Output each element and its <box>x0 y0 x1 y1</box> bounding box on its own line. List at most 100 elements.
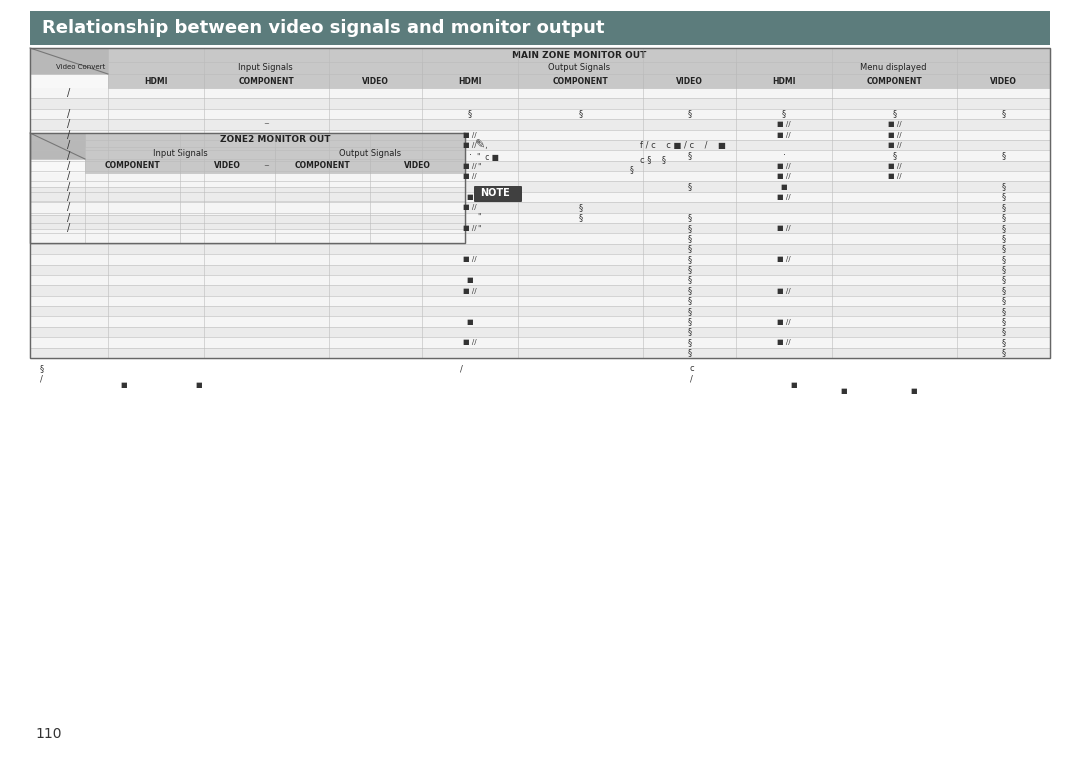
Text: §: § <box>892 151 896 160</box>
Text: §: § <box>688 266 691 274</box>
Bar <box>643 74 735 88</box>
Text: §: § <box>1001 244 1005 253</box>
Text: Video Convert: Video Convert <box>56 64 105 70</box>
Text: §: § <box>1001 151 1005 160</box>
Text: ■: ■ <box>840 388 847 394</box>
Text: /: / <box>460 364 463 373</box>
Text: /: / <box>67 182 70 192</box>
Bar <box>30 223 1050 233</box>
Bar <box>832 74 957 88</box>
Text: ": " <box>477 213 481 222</box>
Text: §: § <box>1001 203 1005 212</box>
Text: §: § <box>1001 307 1005 316</box>
Text: ~: ~ <box>264 121 270 127</box>
Bar <box>30 98 1050 109</box>
Text: "  c ■: " c ■ <box>477 153 499 162</box>
Text: ": " <box>477 225 481 234</box>
Text: §: § <box>688 234 691 243</box>
Text: ■ //: ■ // <box>778 340 791 346</box>
Text: ■ //: ■ // <box>778 121 791 127</box>
Bar <box>108 62 422 74</box>
Bar <box>30 327 1050 337</box>
Bar <box>422 62 735 74</box>
Bar <box>275 159 370 173</box>
Text: ■ //: ■ // <box>888 121 902 127</box>
Bar <box>30 275 1050 285</box>
Text: ■ //: ■ // <box>463 163 477 169</box>
Text: 110: 110 <box>35 727 62 741</box>
Text: /: / <box>67 202 70 212</box>
Text: ■ //: ■ // <box>778 173 791 179</box>
Text: ■: ■ <box>467 194 473 200</box>
Bar <box>275 147 465 159</box>
Bar <box>30 150 1050 161</box>
Text: /: / <box>67 119 70 130</box>
Text: ■ //: ■ // <box>463 288 477 294</box>
Text: §: § <box>1001 109 1005 118</box>
Text: COMPONENT: COMPONENT <box>105 162 160 170</box>
Bar <box>30 11 1050 45</box>
Text: §: § <box>892 109 896 118</box>
Text: ■: ■ <box>781 184 787 190</box>
Bar <box>30 285 1050 296</box>
Text: VIDEO: VIDEO <box>676 76 703 85</box>
Text: §: § <box>688 296 691 305</box>
Text: ■ //: ■ // <box>778 163 791 169</box>
Text: §: § <box>688 214 691 222</box>
Text: NOTE: NOTE <box>480 188 510 198</box>
Bar <box>30 119 1050 130</box>
Text: §: § <box>1001 182 1005 192</box>
Text: HDMI: HDMI <box>458 76 482 85</box>
Bar <box>30 48 1050 358</box>
Text: §: § <box>1001 327 1005 336</box>
Text: §: § <box>579 214 583 222</box>
Text: ·: · <box>783 150 785 160</box>
Text: COMPONENT: COMPONENT <box>867 76 922 85</box>
Bar <box>180 159 275 173</box>
Bar <box>30 265 1050 275</box>
Text: §: § <box>1001 192 1005 201</box>
Bar <box>30 140 1050 150</box>
Bar <box>30 109 1050 119</box>
Bar <box>329 74 422 88</box>
Text: /: / <box>690 374 693 383</box>
Text: "  ,: " , <box>477 141 488 150</box>
Text: §: § <box>688 307 691 316</box>
Text: /: / <box>67 150 70 160</box>
Text: VIDEO: VIDEO <box>362 76 389 85</box>
Bar <box>30 133 85 159</box>
Text: ■ //: ■ // <box>778 225 791 231</box>
Bar <box>108 74 204 88</box>
Text: ·: · <box>469 150 472 160</box>
Text: §: § <box>688 109 691 118</box>
Text: /: / <box>67 224 70 233</box>
Text: §: § <box>579 203 583 212</box>
Text: §: § <box>468 109 472 118</box>
Bar <box>518 74 643 88</box>
Text: §: § <box>688 348 691 357</box>
Bar <box>85 159 180 173</box>
Text: ✎: ✎ <box>475 138 486 151</box>
Text: VIDEO: VIDEO <box>404 162 431 170</box>
Text: §: § <box>688 182 691 192</box>
Text: §: § <box>688 338 691 347</box>
Text: ■ //: ■ // <box>888 173 902 179</box>
Text: §: § <box>688 286 691 295</box>
Text: §: § <box>1001 317 1005 326</box>
Text: MAIN ZONE MONITOR OUT: MAIN ZONE MONITOR OUT <box>512 50 646 60</box>
Text: §: § <box>1001 255 1005 264</box>
Text: §: § <box>1001 214 1005 222</box>
Bar <box>30 133 465 243</box>
Text: /: / <box>40 374 43 383</box>
Bar <box>108 48 1050 62</box>
Bar <box>30 215 465 229</box>
Bar <box>204 74 329 88</box>
Bar <box>30 130 1050 140</box>
Bar <box>30 187 465 201</box>
Text: /: / <box>67 109 70 119</box>
Text: ■ //: ■ // <box>463 204 477 211</box>
Text: ■ //: ■ // <box>463 340 477 346</box>
Text: ■ //: ■ // <box>888 163 902 169</box>
Text: /: / <box>67 171 70 182</box>
Text: §: § <box>688 151 691 160</box>
